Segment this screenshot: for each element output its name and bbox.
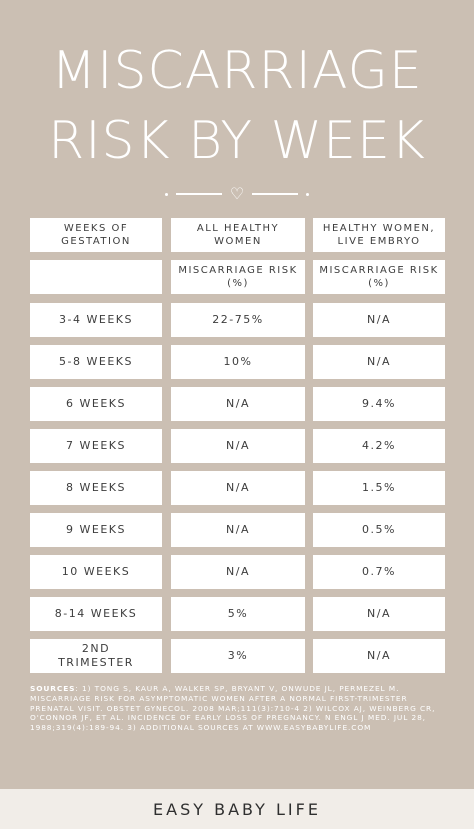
table-cell-week: 10 WEEKS [30, 555, 162, 589]
table-cell-live-embryo: 1.5% [313, 471, 445, 505]
table-cell-all-healthy: 3% [171, 639, 305, 673]
title-line-2: RISK BY WEEK [48, 111, 426, 171]
table-cell-week: 8-14 WEEKS [30, 597, 162, 631]
table-cell-week: 3-4 WEEKS [30, 303, 162, 337]
table-subheader-risk: MISCARRIAGE RISK (%) [313, 260, 445, 294]
table-cell-live-embryo: N/A [313, 345, 445, 379]
sources-label: SOURCES [30, 684, 76, 693]
table-header-live-embryo: HEALTHY WOMEN, LIVE EMBRYO [313, 218, 445, 252]
table-cell-live-embryo: 4.2% [313, 429, 445, 463]
table-cell-week: 8 WEEKS [30, 471, 162, 505]
brand-name: EASY BABY LIFE [153, 799, 321, 819]
title-line-1: MISCARRIAGE [51, 41, 423, 101]
table-subheader-empty [30, 260, 162, 294]
divider-line [252, 193, 299, 195]
table-cell-all-healthy: N/A [171, 555, 305, 589]
table-cell-all-healthy: N/A [171, 387, 305, 421]
table-cell-all-healthy: 22-75% [171, 303, 305, 337]
sources-text: SOURCES: 1) TONG S, KAUR A, WALKER SP, B… [30, 684, 446, 733]
table-header-weeks: WEEKS OF GESTATION [30, 218, 162, 252]
table-cell-live-embryo: 0.7% [313, 555, 445, 589]
table-cell-live-embryo: N/A [313, 303, 445, 337]
decorative-divider: ♡ [0, 184, 474, 204]
sources-body: : 1) TONG S, KAUR A, WALKER SP, BRYANT V… [30, 684, 436, 733]
table-cell-all-healthy: N/A [171, 429, 305, 463]
table-cell-week: 6 WEEKS [30, 387, 162, 421]
table-header-all-healthy: ALL HEALTHY WOMEN [171, 218, 305, 252]
table-cell-all-healthy: N/A [171, 513, 305, 547]
table-cell-live-embryo: 9.4% [313, 387, 445, 421]
footer-bar: EASY BABY LIFE [0, 789, 474, 829]
heart-icon: ♡ [229, 184, 245, 203]
table-cell-all-healthy: 10% [171, 345, 305, 379]
divider-dot [306, 192, 310, 196]
table-subheader-risk: MISCARRIAGE RISK (%) [171, 260, 305, 294]
table-cell-live-embryo: N/A [313, 597, 445, 631]
table-cell-all-healthy: 5% [171, 597, 305, 631]
divider-line [175, 193, 222, 195]
table-cell-all-healthy: N/A [171, 471, 305, 505]
table-cell-live-embryo: N/A [313, 639, 445, 673]
table-cell-week: 5-8 WEEKS [30, 345, 162, 379]
table-cell-week: 7 WEEKS [30, 429, 162, 463]
divider-dot [164, 192, 168, 196]
table-cell-live-embryo: 0.5% [313, 513, 445, 547]
table-cell-week: 9 WEEKS [30, 513, 162, 547]
table-cell-week: 2ND TRIMESTER [30, 639, 162, 673]
